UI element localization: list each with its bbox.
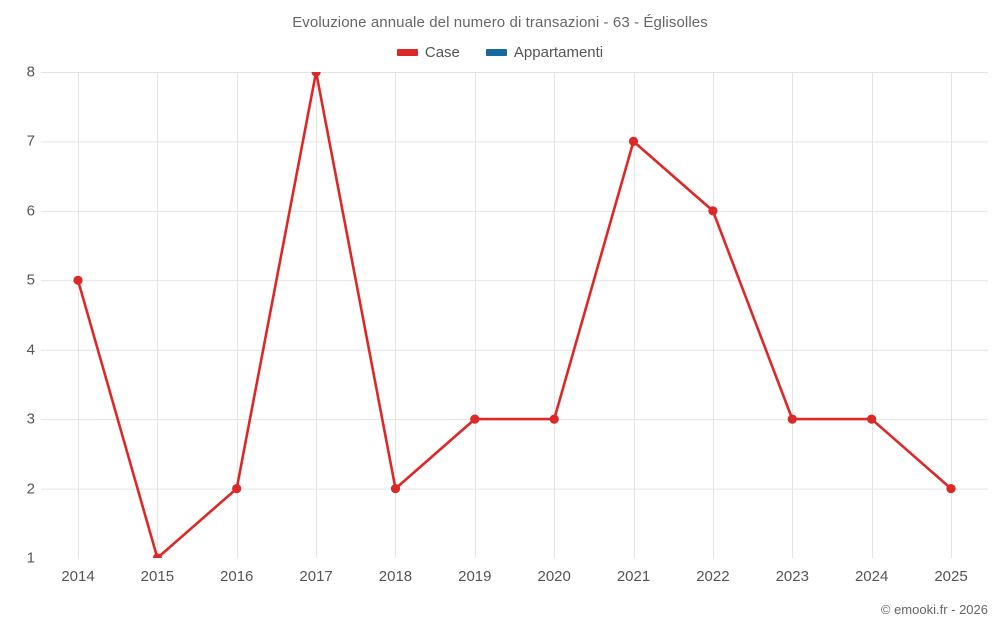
y-axis-tick-label: 6 bbox=[26, 202, 35, 220]
plot-svg bbox=[41, 72, 988, 558]
y-axis-tick-label: 5 bbox=[26, 271, 35, 289]
legend-swatch-icon-case bbox=[396, 49, 418, 56]
y-axis-tick-label: 7 bbox=[26, 132, 35, 150]
data-point-marker bbox=[390, 484, 401, 494]
x-axis-tick-label: 2023 bbox=[775, 568, 809, 585]
x-axis-tick-label: 2015 bbox=[140, 568, 175, 585]
x-axis-tick-label: 2018 bbox=[378, 568, 413, 585]
data-point-marker bbox=[470, 414, 480, 424]
x-axis-tick-label: 2024 bbox=[854, 568, 889, 585]
data-point-marker bbox=[628, 136, 639, 146]
x-axis-tick-label: 2025 bbox=[934, 568, 968, 585]
legend-label-case: Case bbox=[424, 44, 460, 61]
y-axis-tick-labels: 1 2 3 4 5 6 7 8 bbox=[0, 64, 35, 567]
data-point-marker bbox=[232, 484, 242, 494]
y-axis-tick-label: 1 bbox=[26, 549, 35, 567]
x-axis-tick-label: 2014 bbox=[61, 568, 95, 585]
data-point-marker bbox=[867, 414, 877, 424]
data-point-marker bbox=[311, 72, 321, 77]
x-axis-tick-label: 2022 bbox=[696, 568, 730, 585]
data-point-marker bbox=[787, 414, 797, 424]
x-axis-tick-label: 2020 bbox=[537, 568, 571, 585]
series-case bbox=[73, 72, 956, 558]
legend-swatch-icon-appartamenti bbox=[485, 49, 507, 56]
legend-label-appartamenti: Appartamenti bbox=[513, 44, 604, 61]
x-axis-tick-label: 2016 bbox=[220, 568, 254, 585]
series-line bbox=[76, 72, 953, 558]
credit-footer: © emooki.fr - 2026 bbox=[880, 602, 988, 617]
chart-title: Evoluzione annuale del numero di transaz… bbox=[292, 14, 708, 31]
plot-area bbox=[41, 72, 988, 558]
x-axis-tick-label: 2021 bbox=[616, 568, 651, 585]
legend-item-case[interactable]: Case bbox=[396, 44, 460, 61]
x-axis-tick-label: 2019 bbox=[458, 568, 492, 585]
y-axis-tick-label: 3 bbox=[26, 410, 35, 428]
data-point-marker bbox=[946, 484, 956, 494]
y-axis-tick-label: 4 bbox=[26, 341, 35, 359]
y-axis-tick-label: 8 bbox=[26, 63, 35, 81]
data-point-marker bbox=[73, 275, 83, 285]
data-point-marker bbox=[708, 206, 718, 216]
y-axis-tick-label: 2 bbox=[26, 480, 35, 498]
x-axis-tick-label: 2017 bbox=[299, 568, 333, 585]
chart-legend: Case Appartamenti bbox=[0, 44, 1000, 61]
data-point-marker bbox=[152, 553, 162, 558]
legend-item-appartamenti[interactable]: Appartamenti bbox=[485, 44, 604, 61]
data-point-marker bbox=[549, 414, 559, 424]
x-axis-tick-labels: 2014 2015 2016 2017 2018 2019 2020 2021 2022 2023… bbox=[0, 568, 1000, 590]
